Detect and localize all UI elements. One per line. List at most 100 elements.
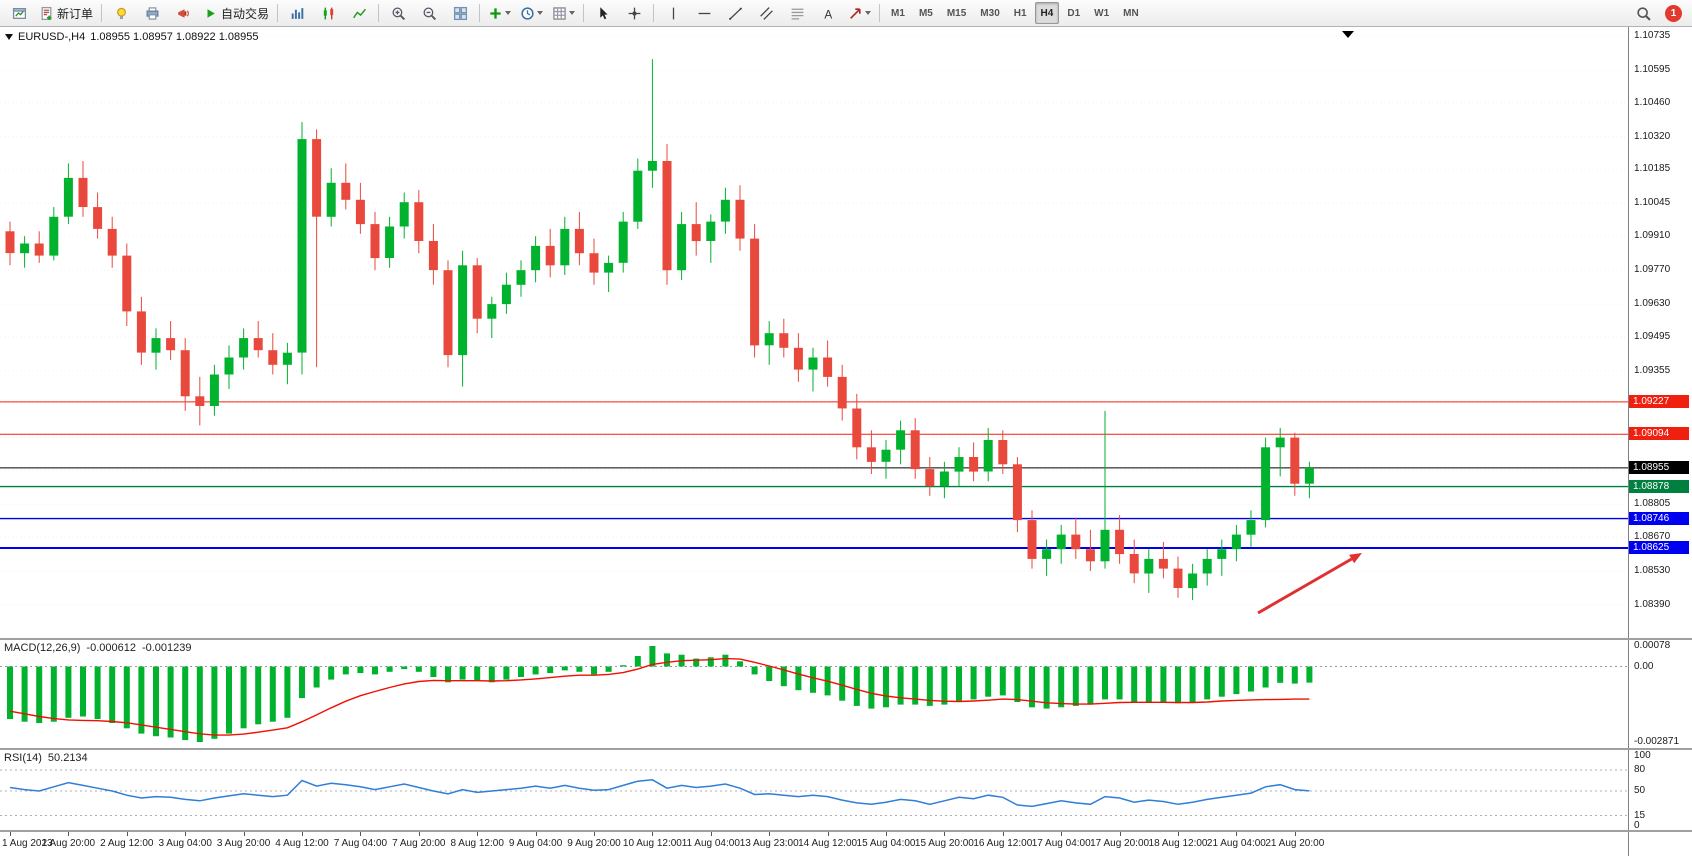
candlestick-mode-button[interactable] — [313, 1, 343, 25]
candle-body — [458, 265, 468, 356]
candle-body — [574, 228, 584, 254]
tile-windows-button[interactable] — [445, 1, 475, 25]
trendline-tool-button[interactable] — [720, 1, 750, 25]
candle-body — [1304, 467, 1314, 484]
macd-bar — [970, 666, 977, 700]
candle-body — [983, 440, 993, 472]
rsi-scale-label: 15 — [1634, 809, 1646, 821]
crosshair-icon — [628, 7, 640, 19]
new-order-button[interactable]: 新订单 — [35, 1, 97, 25]
bar-chart-mode-button[interactable] — [282, 1, 312, 25]
horizontal-line-tool-button[interactable] — [689, 1, 719, 25]
rsi-scale-label: 100 — [1634, 750, 1651, 761]
rsi-label: RSI(14) 50.2134 — [4, 752, 88, 764]
metaeditor-button[interactable] — [106, 1, 136, 25]
zoom-out-button[interactable] — [414, 1, 444, 25]
macd-scale-label: 0.00 — [1634, 660, 1654, 672]
new-chart-button[interactable] — [4, 1, 34, 25]
time-axis-label: 14 Aug 12:00 — [798, 838, 858, 849]
crosshair-tool-button[interactable] — [619, 1, 649, 25]
candle-body — [852, 408, 862, 448]
candle-body — [136, 311, 146, 353]
macd-bar — [226, 666, 232, 734]
pane-separator[interactable] — [0, 638, 1692, 640]
notification-badge[interactable]: 1 — [1665, 4, 1682, 22]
candle-body — [896, 430, 906, 450]
timeframe-button-m1[interactable]: M1 — [891, 7, 905, 19]
text-tool-button[interactable]: A — [813, 1, 843, 25]
dropdown-caret-icon — [537, 11, 544, 15]
macd-bar — [1116, 666, 1123, 700]
vertical-line-tool-button[interactable] — [658, 1, 688, 25]
price-scale[interactable]: 1.10735 1.10595 1.10460 1.10320 1.10185 1.100… — [1628, 27, 1692, 856]
macd-bar — [109, 666, 116, 723]
timeframe-group: M1 M5 M15 M30 H1 H4 D1 W1 MN — [884, 2, 1146, 24]
candle-body — [823, 357, 833, 377]
time-axis-tick — [477, 832, 479, 836]
macd-bar — [269, 666, 276, 722]
timeframe-button-d1[interactable]: D1 — [1067, 7, 1081, 19]
fibonacci-tool-button[interactable] — [782, 1, 812, 25]
pane-separator[interactable] — [0, 748, 1692, 750]
macd-bar — [1145, 666, 1152, 702]
macd-bar — [620, 665, 627, 667]
macd-bar — [313, 666, 320, 688]
arrows-tool-button[interactable] — [844, 1, 875, 25]
autotrading-button[interactable]: 自动交易 — [199, 1, 273, 25]
macd-pane[interactable]: MACD(12,26,9) -0.000612 -0.001239 — [0, 640, 1628, 748]
time-axis-tick — [302, 832, 303, 836]
chart-shift-marker-icon[interactable] — [1342, 31, 1354, 38]
candle-body — [195, 396, 205, 406]
zoom-in-button[interactable] — [383, 1, 413, 25]
timeframe-button-h1[interactable]: H1 — [1013, 7, 1027, 19]
candle-body — [1275, 437, 1285, 448]
candle-body — [297, 139, 307, 353]
macd-bar — [372, 666, 378, 675]
timeframe-button-h4[interactable]: H4 — [1034, 2, 1060, 24]
macd-bar — [795, 666, 802, 691]
macd-bar — [868, 666, 875, 709]
search-button[interactable] — [1628, 1, 1658, 25]
timeframe-button-mn[interactable]: MN — [1123, 7, 1139, 19]
macd-chart[interactable] — [0, 640, 1628, 748]
indicators-button[interactable] — [484, 1, 515, 25]
candle-body — [735, 199, 745, 239]
candle-body — [20, 243, 30, 254]
candlestick-chart[interactable] — [0, 27, 1628, 638]
cursor-tool-button[interactable] — [588, 1, 618, 25]
macd-signal-value: -0.001239 — [141, 642, 192, 654]
macd-bar — [664, 653, 670, 667]
timeframe-button-m30[interactable]: M30 — [980, 7, 1000, 19]
periods-button[interactable] — [516, 1, 547, 25]
macd-bar — [1029, 666, 1035, 708]
bar-chart-icon — [291, 7, 303, 19]
candle-body — [779, 333, 789, 348]
price-tick-label: 1.08390 — [1634, 599, 1671, 610]
rsi-pane[interactable]: RSI(14) 50.2134 — [0, 750, 1628, 830]
price-tick-label: 1.09910 — [1634, 230, 1671, 242]
annotation-arrow[interactable] — [1257, 557, 1353, 615]
price-level-label: 1.09227 — [1629, 394, 1689, 408]
candle-body — [370, 224, 380, 259]
macd-bar — [693, 658, 700, 667]
price-tick-label: 1.09630 — [1634, 298, 1671, 310]
rsi-chart[interactable] — [0, 750, 1628, 830]
templates-button[interactable] — [548, 1, 579, 25]
time-axis[interactable]: 1 Aug 2023 1 Aug 20:00 2 Aug 12:00 3 Aug 04… — [0, 832, 1628, 856]
tile-windows-icon — [453, 6, 467, 20]
print-button[interactable] — [137, 1, 167, 25]
line-chart-mode-button[interactable] — [344, 1, 374, 25]
pane-separator[interactable] — [0, 830, 1692, 832]
macd-bar — [503, 666, 510, 680]
macd-bar — [985, 666, 992, 697]
candle-body — [720, 199, 730, 222]
toolbar-separator — [583, 4, 585, 22]
timeframe-button-w1[interactable]: W1 — [1094, 7, 1110, 19]
timeframe-button-m5[interactable]: M5 — [918, 7, 933, 19]
main-chart-pane[interactable] — [0, 27, 1628, 638]
macd-bar — [1043, 666, 1050, 709]
timeframe-button-m15[interactable]: M15 — [946, 7, 967, 19]
news-button[interactable] — [168, 1, 198, 25]
candle-body — [750, 238, 760, 346]
channel-tool-button[interactable] — [751, 1, 781, 25]
